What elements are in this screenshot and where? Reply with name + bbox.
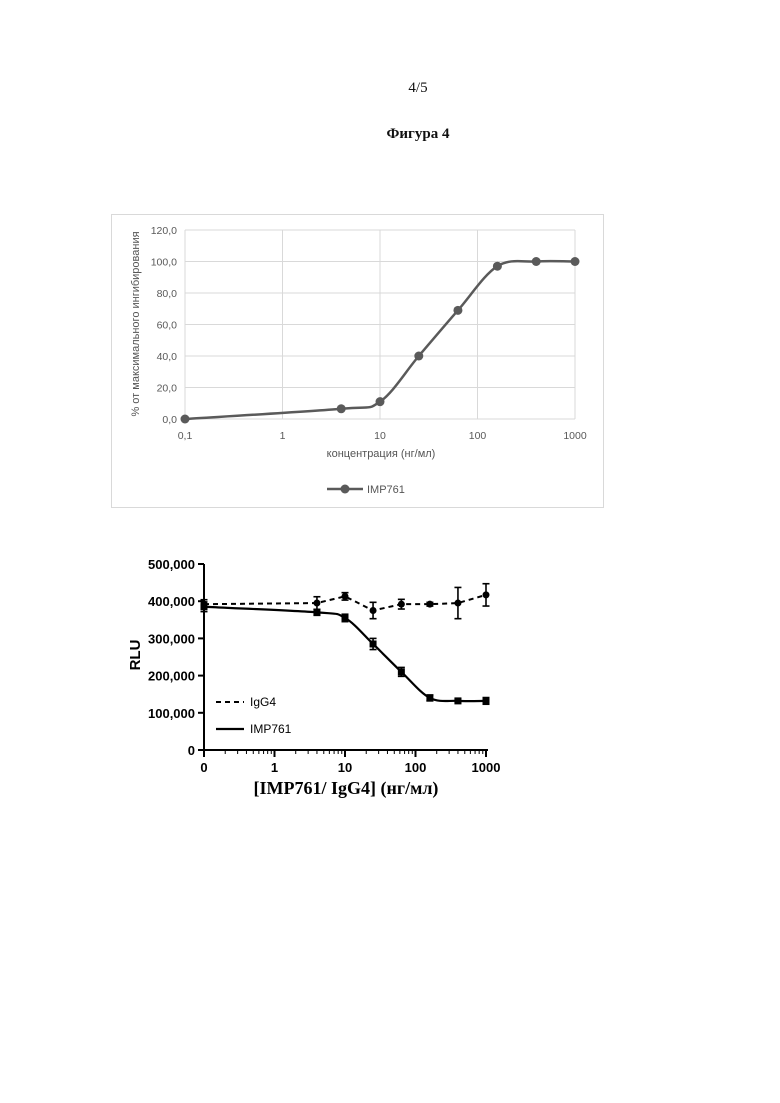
chart-1-y-tick-label: 60,0 bbox=[157, 320, 178, 332]
chart-1-x-tick-label: 1000 bbox=[563, 430, 587, 442]
chart-1-legend-marker bbox=[341, 485, 350, 494]
chart-2-x-tick-label: 1 bbox=[271, 760, 278, 775]
chart-2-igg4-point bbox=[398, 601, 405, 608]
chart-2-imp761-point bbox=[313, 609, 320, 616]
chart-2-x-tick-label: 100 bbox=[405, 760, 427, 775]
chart-1-x-axis-label: концентрация (нг/мл) bbox=[327, 448, 436, 460]
chart-2-x-axis-label: [IMP761/ IgG4] (нг/мл) bbox=[254, 778, 439, 799]
chart-1-x-tick-label: 0,1 bbox=[178, 430, 193, 442]
chart-1-data-point bbox=[181, 415, 190, 424]
chart-2-y-tick-label: 300,000 bbox=[148, 631, 195, 646]
chart-1-y-tick-label: 120,0 bbox=[151, 225, 177, 237]
chart-1-y-tick-label: 100,0 bbox=[151, 257, 177, 269]
chart-2-legend: IgG4 IMP761 bbox=[216, 695, 292, 736]
chart-2-imp761-point bbox=[483, 697, 490, 704]
chart-2-imp761-point bbox=[201, 603, 208, 610]
chart-2-igg4-point bbox=[454, 600, 461, 607]
chart-2-imp761-point bbox=[370, 640, 377, 647]
chart-1-gridlines bbox=[185, 230, 575, 419]
chart-2-y-tick-label: 100,000 bbox=[148, 706, 195, 721]
chart-1-y-tick-label: 80,0 bbox=[157, 288, 178, 300]
inhibition-chart: 0,0 20,0 40,0 60,0 80,0 100,0 120,0 0,1 1 10 100 1… bbox=[111, 214, 611, 514]
chart-2-y-axis-label: RLU bbox=[127, 640, 144, 671]
chart-1-x-tick-label: 10 bbox=[374, 430, 386, 442]
chart-1-data-point bbox=[493, 262, 502, 271]
chart-2-y-tick-label: 400,000 bbox=[148, 594, 195, 609]
chart-1-legend-label: IMP761 bbox=[367, 484, 405, 496]
chart-2-x-tick-label: 0 bbox=[200, 760, 207, 775]
chart-2-y-tick-labels: 0 100,000 200,000 300,000 400,000 500,000 bbox=[148, 557, 195, 758]
chart-2-imp761-point bbox=[398, 668, 405, 675]
chart-2-x-tick-labels: 0 1 10 100 1000 bbox=[200, 760, 500, 775]
chart-1-data-point bbox=[532, 257, 541, 266]
chart-2-y-tick-label: 200,000 bbox=[148, 669, 195, 684]
chart-1-x-tick-label: 100 bbox=[469, 430, 487, 442]
chart-1-data-point bbox=[453, 306, 462, 315]
chart-2-y-tick-label: 0 bbox=[188, 743, 195, 758]
chart-1-y-tick-label: 40,0 bbox=[157, 351, 178, 363]
chart-2-imp761-point bbox=[454, 697, 461, 704]
chart-1-legend: IMP761 bbox=[327, 484, 405, 496]
chart-1-y-tick-labels: 0,0 20,0 40,0 60,0 80,0 100,0 120,0 bbox=[151, 225, 177, 426]
chart-2-igg4-point bbox=[483, 591, 490, 598]
chart-2-x-tick-label: 1000 bbox=[472, 760, 501, 775]
chart-2-imp761-point bbox=[342, 614, 349, 621]
chart-2-igg4-point bbox=[426, 601, 433, 608]
chart-2-igg4-point bbox=[313, 600, 320, 607]
chart-1-y-tick-label: 20,0 bbox=[157, 383, 178, 395]
page-number: 4/5 bbox=[0, 80, 780, 97]
chart-2-igg4-point bbox=[370, 607, 377, 614]
chart-2-x-tick-label: 10 bbox=[338, 760, 352, 775]
chart-1-data-point bbox=[571, 257, 580, 266]
chart-2-imp761-point bbox=[426, 694, 433, 701]
chart-2-legend-igg4-label: IgG4 bbox=[250, 695, 276, 709]
chart-1-data-point bbox=[414, 352, 423, 361]
chart-2-igg4-point bbox=[342, 593, 349, 600]
chart-2-legend-imp761-label: IMP761 bbox=[250, 722, 292, 736]
chart-2-y-tick-label: 500,000 bbox=[148, 557, 195, 572]
chart-1-data-point bbox=[376, 397, 385, 406]
chart-1-y-axis-label: % от максимального ингибирования bbox=[130, 231, 142, 416]
chart-1-data-point bbox=[337, 404, 346, 413]
figure-title: Фигура 4 bbox=[0, 126, 780, 143]
chart-1-x-tick-label: 1 bbox=[280, 430, 286, 442]
rlu-chart: 0 100,000 200,000 300,000 400,000 500,000 0 1 1… bbox=[120, 550, 520, 810]
chart-2-error-bars bbox=[201, 584, 490, 705]
chart-1-x-tick-labels: 0,1 1 10 100 1000 bbox=[178, 430, 587, 442]
chart-1-y-tick-label: 0,0 bbox=[162, 414, 177, 426]
